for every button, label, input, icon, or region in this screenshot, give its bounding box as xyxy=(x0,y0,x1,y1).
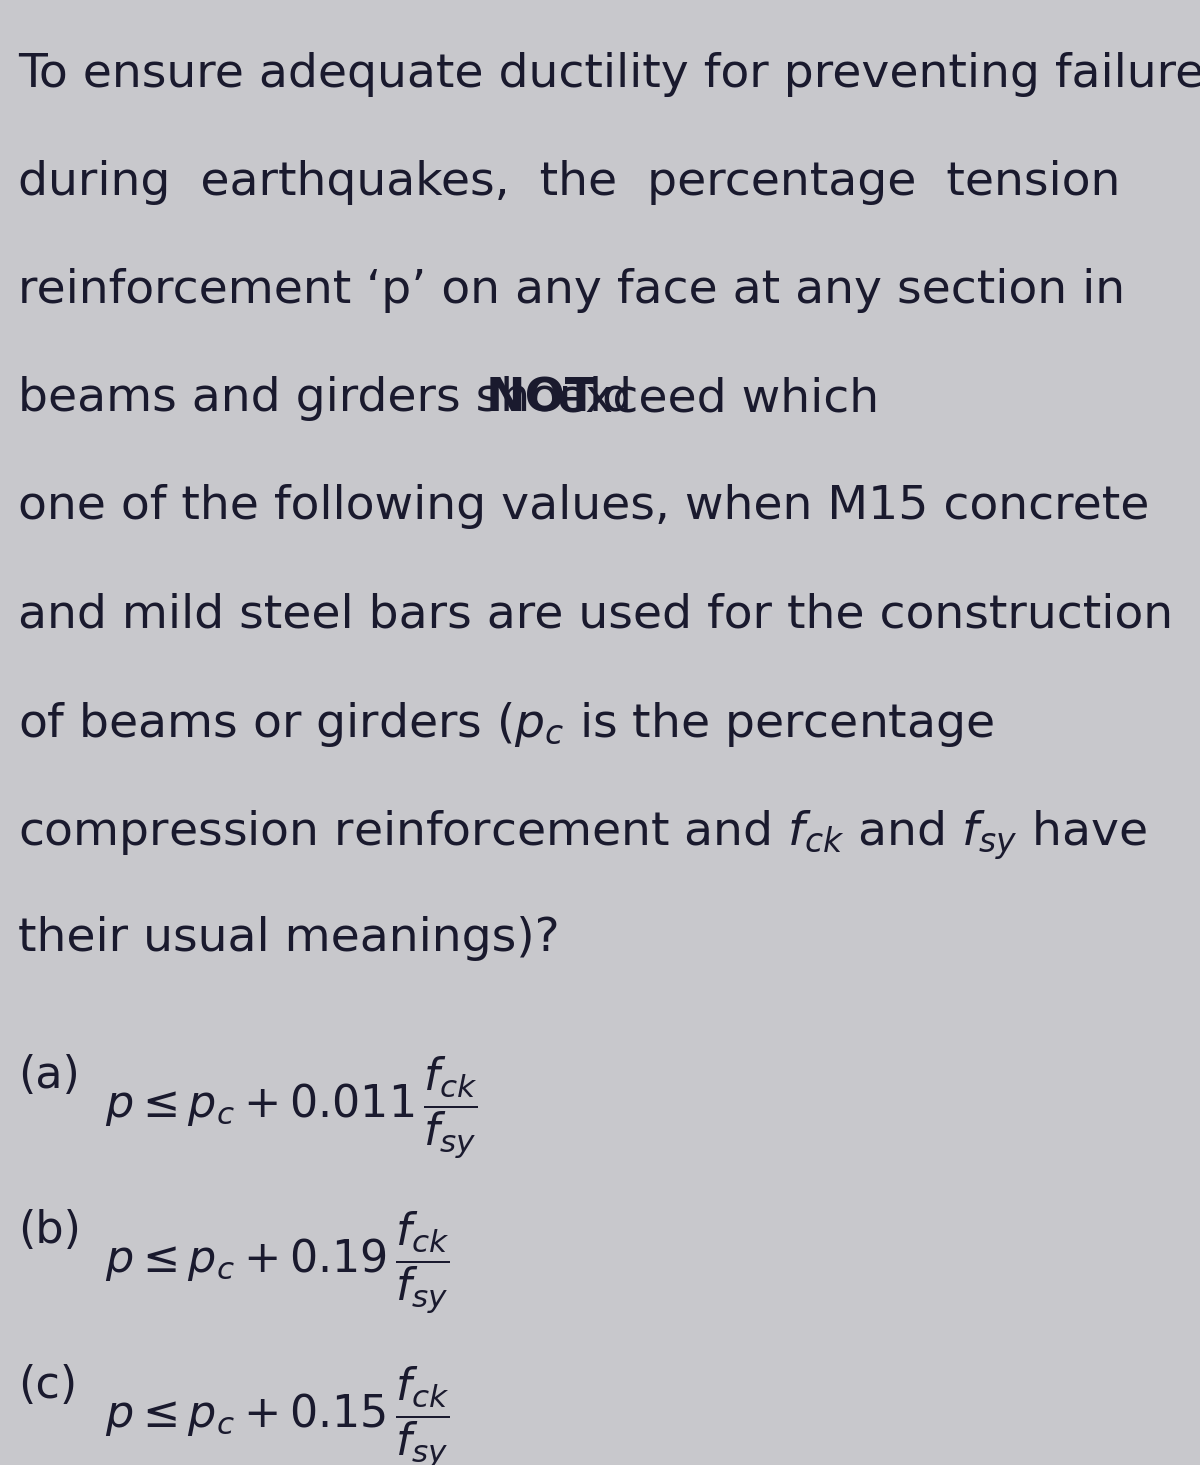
Text: exceed which: exceed which xyxy=(541,377,878,420)
Text: $p \leq p_c + 0.15\,\dfrac{f_{ck}}{f_{sy}}$: $p \leq p_c + 0.15\,\dfrac{f_{ck}}{f_{sy… xyxy=(106,1364,450,1465)
Text: during  earthquakes,  the  percentage  tension: during earthquakes, the percentage tensi… xyxy=(18,160,1121,205)
Text: beams and girders should: beams and girders should xyxy=(18,377,647,420)
Text: (a): (a) xyxy=(18,1053,79,1097)
Text: $p \leq p_c + 0.011\,\dfrac{f_{ck}}{f_{sy}}$: $p \leq p_c + 0.011\,\dfrac{f_{ck}}{f_{s… xyxy=(106,1053,478,1160)
Text: To ensure adequate ductility for preventing failures: To ensure adequate ductility for prevent… xyxy=(18,51,1200,97)
Text: their usual meanings)?: their usual meanings)? xyxy=(18,916,559,961)
Text: of beams or girders ($p_c$ is the percentage: of beams or girders ($p_c$ is the percen… xyxy=(18,700,994,749)
Text: (c): (c) xyxy=(18,1364,77,1406)
Text: NOT: NOT xyxy=(486,377,598,420)
Text: compression reinforcement and $f_{ck}$ and $f_{sy}$ have: compression reinforcement and $f_{ck}$ a… xyxy=(18,809,1147,861)
Text: (b): (b) xyxy=(18,1209,80,1253)
Text: $p \leq p_c + 0.19\,\dfrac{f_{ck}}{f_{sy}}$: $p \leq p_c + 0.19\,\dfrac{f_{ck}}{f_{sy… xyxy=(106,1209,450,1316)
Text: one of the following values, when M15 concrete: one of the following values, when M15 co… xyxy=(18,483,1150,529)
Text: and mild steel bars are used for the construction: and mild steel bars are used for the con… xyxy=(18,592,1174,637)
Text: reinforcement ‘p’ on any face at any section in: reinforcement ‘p’ on any face at any sec… xyxy=(18,268,1126,314)
